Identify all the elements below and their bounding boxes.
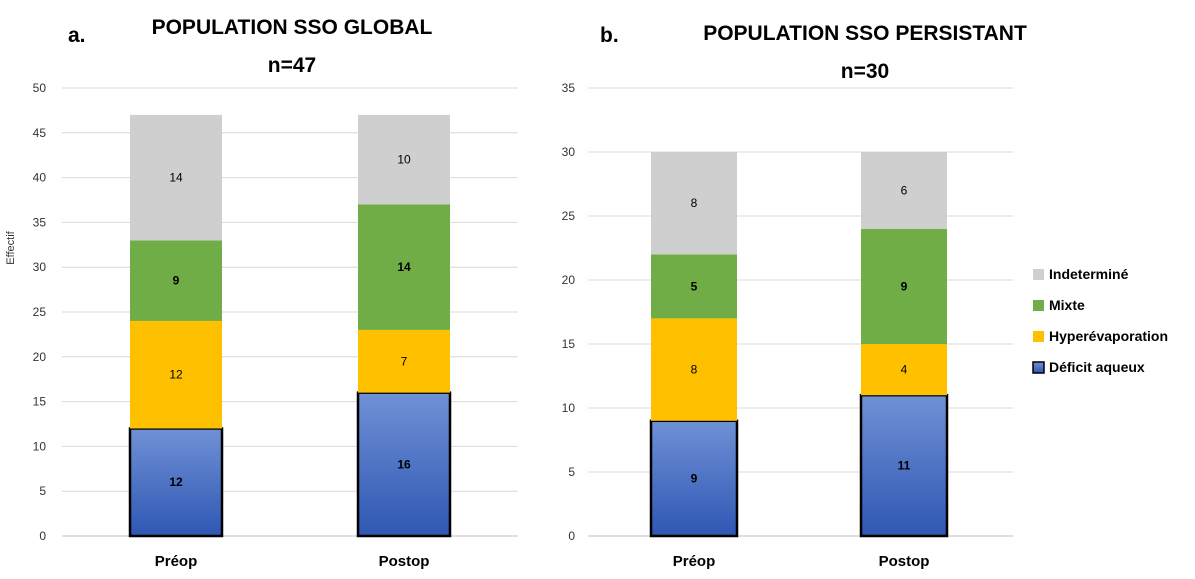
legend-entry: Hyperévaporation bbox=[1049, 328, 1168, 344]
y-tick-label: 15 bbox=[33, 395, 47, 409]
chart-title: POPULATION SSO GLOBAL bbox=[152, 16, 433, 39]
y-tick-label: 0 bbox=[568, 529, 575, 543]
bar-segment-mixte bbox=[130, 240, 222, 321]
y-tick-label: 45 bbox=[33, 126, 47, 140]
panel-letter: a. bbox=[68, 24, 86, 47]
bar-segment-hyper bbox=[651, 318, 737, 421]
data-label: 9 bbox=[691, 471, 698, 485]
chart-subtitle: n=47 bbox=[268, 54, 316, 77]
data-label: 14 bbox=[397, 260, 411, 274]
panel-letter: b. bbox=[600, 24, 619, 47]
chart-title: POPULATION SSO PERSISTANT bbox=[703, 22, 1027, 45]
y-tick-label: 35 bbox=[33, 215, 47, 229]
y-tick-label: 20 bbox=[562, 273, 576, 287]
bar-segment-hyper bbox=[861, 344, 947, 396]
y-tick-label: 50 bbox=[33, 81, 47, 95]
bar-segment-hyper bbox=[358, 329, 450, 393]
y-axis-label: Effectif bbox=[5, 230, 17, 264]
data-label: 5 bbox=[691, 279, 698, 293]
legend-entry: Indeterminé bbox=[1049, 266, 1129, 282]
bar-segment-hyper bbox=[130, 320, 222, 429]
legend-swatch bbox=[1032, 361, 1045, 374]
data-label: 4 bbox=[901, 363, 908, 377]
x-category-label: Postop bbox=[379, 553, 430, 570]
data-label: 7 bbox=[401, 354, 408, 368]
data-label: 16 bbox=[397, 457, 411, 471]
y-tick-label: 15 bbox=[562, 337, 576, 351]
y-tick-label: 5 bbox=[568, 465, 575, 479]
y-tick-label: 40 bbox=[33, 171, 47, 185]
bar-segment-deficit bbox=[356, 391, 452, 538]
y-tick-label: 30 bbox=[562, 145, 576, 159]
y-tick-label: 30 bbox=[33, 260, 47, 274]
y-tick-label: 25 bbox=[33, 305, 47, 319]
bar-segment-indetermine bbox=[651, 152, 737, 255]
bar-segment-indetermine bbox=[861, 152, 947, 229]
legend-swatch bbox=[1033, 269, 1044, 280]
bar-segment-mixte bbox=[358, 204, 450, 330]
y-tick-label: 10 bbox=[33, 439, 47, 453]
y-tick-label: 10 bbox=[562, 401, 576, 415]
bar-segment-deficit bbox=[128, 427, 224, 538]
bar-segment-deficit bbox=[859, 393, 949, 538]
legend-swatch bbox=[1033, 300, 1044, 311]
data-label: 14 bbox=[169, 171, 183, 185]
data-label: 12 bbox=[169, 368, 183, 382]
y-tick-label: 35 bbox=[562, 81, 576, 95]
legend-swatch bbox=[1033, 331, 1044, 342]
chart-subtitle: n=30 bbox=[841, 60, 889, 83]
bar-segment-indetermine bbox=[358, 114, 450, 205]
bar-segment-indetermine bbox=[130, 114, 222, 241]
data-label: 9 bbox=[901, 279, 908, 293]
data-label: 8 bbox=[691, 363, 698, 377]
data-label: 10 bbox=[397, 153, 411, 167]
x-category-label: Préop bbox=[155, 553, 198, 570]
data-label: 9 bbox=[173, 274, 180, 288]
x-category-label: Préop bbox=[673, 553, 716, 570]
bar-segment-mixte bbox=[651, 254, 737, 319]
legend-entry: Déficit aqueux bbox=[1049, 359, 1145, 375]
data-label: 8 bbox=[691, 196, 698, 210]
data-label: 6 bbox=[901, 183, 908, 197]
bar-segment-mixte bbox=[861, 228, 947, 344]
data-label: 12 bbox=[169, 475, 183, 489]
data-label: 11 bbox=[898, 459, 911, 473]
y-tick-label: 25 bbox=[562, 209, 576, 223]
legend-entry: Mixte bbox=[1049, 297, 1085, 313]
y-tick-label: 5 bbox=[39, 484, 46, 498]
y-tick-label: 0 bbox=[39, 529, 46, 543]
y-tick-label: 20 bbox=[33, 350, 47, 364]
x-category-label: Postop bbox=[879, 553, 930, 570]
